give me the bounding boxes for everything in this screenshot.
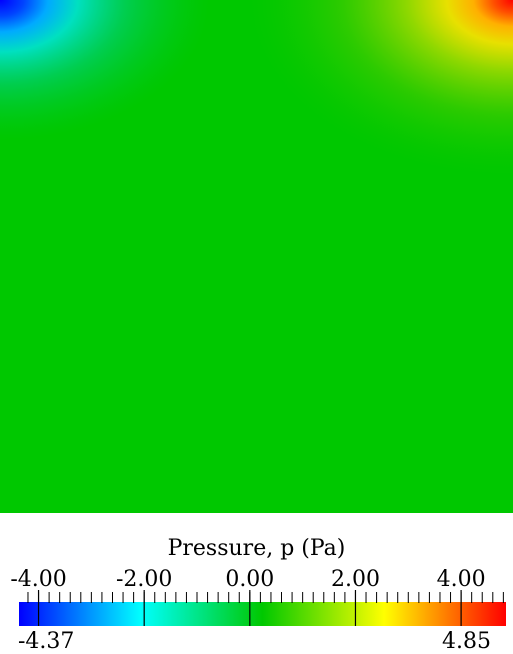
colorbar-tick-label: 0.00 xyxy=(225,567,275,592)
colorbar-min-label: -4.37 xyxy=(18,629,75,654)
colorbar-title: Pressure, p (Pa) xyxy=(167,536,346,561)
colorbar-tick-label: 4.00 xyxy=(436,567,486,592)
colorbar-gradient xyxy=(19,602,506,626)
colorbar-legend: Pressure, p (Pa) -4.00 -2.00 0.00 2.00 4.00 … xyxy=(0,513,513,654)
pressure-field-plot xyxy=(0,0,513,513)
colorbar-tick-label: -4.00 xyxy=(10,567,67,592)
colorbar-tick-label: 2.00 xyxy=(330,567,380,592)
colorbar-svg xyxy=(19,590,506,626)
colorbar-tick-label: -2.00 xyxy=(115,567,173,592)
pressure-field-svg xyxy=(0,0,513,513)
positive-pressure-region xyxy=(0,0,513,513)
colorbar-max-label: 4.85 xyxy=(442,629,491,654)
